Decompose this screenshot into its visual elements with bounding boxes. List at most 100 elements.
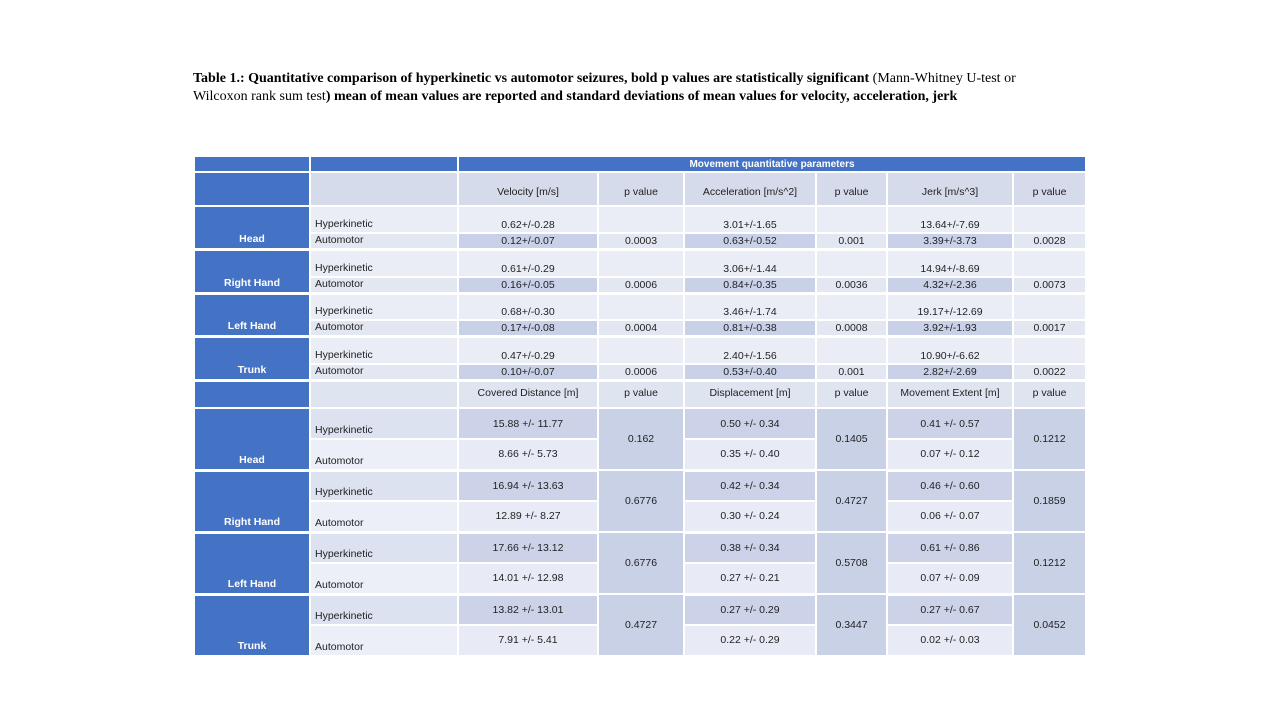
value-cell: 12.89 +/- 8.27	[457, 500, 599, 534]
p-value-cell: 0.001	[815, 362, 888, 382]
column-header-displacement: Displacement [m]	[683, 379, 817, 409]
body-part-cell: Head	[193, 205, 311, 251]
comparison-table-container: Movement quantitative parameters Velocit…	[193, 155, 1087, 658]
p-value-cell: 0.0073	[1012, 275, 1087, 295]
p-value-cell	[1012, 335, 1087, 365]
value-cell: 2.40+/-1.56	[683, 335, 817, 365]
seizure-type-label: Hyperkinetic	[309, 292, 459, 321]
value-cell: 0.46 +/- 0.60	[886, 469, 1014, 502]
p-value-cell	[597, 335, 685, 365]
p-value-cell: 0.4727	[815, 469, 888, 533]
seizure-type-label: Automotor	[309, 232, 459, 251]
p-value-cell: 0.0003	[597, 232, 685, 251]
value-cell: 0.41 +/- 0.57	[886, 407, 1014, 440]
value-cell: 3.46+/-1.74	[683, 292, 817, 321]
p-value-cell	[597, 205, 685, 234]
value-cell: 0.68+/-0.30	[457, 292, 599, 321]
seizure-type-label: Hyperkinetic	[309, 248, 459, 278]
corner-cell	[193, 379, 311, 409]
seizure-type-label: Hyperkinetic	[309, 335, 459, 365]
value-cell: 16.94 +/- 13.63	[457, 469, 599, 502]
column-header-velocity: Velocity [m/s]	[457, 171, 599, 207]
column-header-pvalue: p value	[815, 171, 888, 207]
value-cell: 10.90+/-6.62	[886, 335, 1014, 365]
value-cell: 7.91 +/- 5.41	[457, 624, 599, 658]
value-cell: 0.06 +/- 0.07	[886, 500, 1014, 534]
column-header-pvalue: p value	[597, 171, 685, 207]
p-value-cell: 0.1212	[1012, 531, 1087, 595]
p-value-cell: 0.0028	[1012, 232, 1087, 251]
p-value-cell	[1012, 292, 1087, 321]
p-value-cell: 0.0017	[1012, 319, 1087, 338]
table-banner: Movement quantitative parameters	[457, 155, 1087, 173]
p-value-cell: 0.1405	[815, 407, 888, 471]
table-caption: Table 1.: Quantitative comparison of hyp…	[193, 70, 1016, 105]
p-value-cell: 0.0452	[1012, 593, 1087, 657]
column-header-movement-extent: Movement Extent [m]	[886, 379, 1014, 409]
value-cell: 0.62+/-0.28	[457, 205, 599, 234]
value-cell: 4.32+/-2.36	[886, 275, 1014, 295]
body-part-cell: Right Hand	[193, 469, 311, 534]
seizure-type-label: Automotor	[309, 562, 459, 596]
column-header-pvalue: p value	[815, 379, 888, 409]
p-value-cell	[815, 248, 888, 278]
caption-regular-text: Wilcoxon rank sum test	[193, 88, 326, 104]
value-cell: 3.06+/-1.44	[683, 248, 817, 278]
value-cell: 17.66 +/- 13.12	[457, 531, 599, 564]
value-cell: 0.84+/-0.35	[683, 275, 817, 295]
empty-header-cell	[309, 171, 459, 207]
empty-header-cell	[309, 379, 459, 409]
value-cell: 0.38 +/- 0.34	[683, 531, 817, 564]
value-cell: 0.53+/-0.40	[683, 362, 817, 382]
value-cell: 0.07 +/- 0.09	[886, 562, 1014, 596]
p-value-cell: 0.0006	[597, 362, 685, 382]
body-part-cell: Left Hand	[193, 292, 311, 338]
p-value-cell: 0.4727	[597, 593, 685, 657]
seizure-type-label: Hyperkinetic	[309, 205, 459, 234]
seizure-type-label: Automotor	[309, 275, 459, 295]
seizure-type-label: Automotor	[309, 438, 459, 472]
value-cell: 0.17+/-0.08	[457, 319, 599, 338]
value-cell: 0.61 +/- 0.86	[886, 531, 1014, 564]
caption-bold-text: Table 1.: Quantitative comparison of hyp…	[193, 71, 873, 86]
body-part-cell: Left Hand	[193, 531, 311, 596]
value-cell: 0.42 +/- 0.34	[683, 469, 817, 502]
value-cell: 2.82+/-2.69	[886, 362, 1014, 382]
column-header-pvalue: p value	[1012, 379, 1087, 409]
seizure-type-label: Hyperkinetic	[309, 531, 459, 564]
p-value-cell	[815, 292, 888, 321]
value-cell: 0.47+/-0.29	[457, 335, 599, 365]
seizure-type-label: Automotor	[309, 319, 459, 338]
caption-bold-text: ) mean of mean values are reported and s…	[325, 88, 958, 104]
value-cell: 0.35 +/- 0.40	[683, 438, 817, 472]
column-header-acceleration: Acceleration [m/s^2]	[683, 171, 817, 207]
column-header-jerk: Jerk [m/s^3]	[886, 171, 1014, 207]
value-cell: 13.82 +/- 13.01	[457, 593, 599, 626]
seizure-type-label: Hyperkinetic	[309, 593, 459, 626]
value-cell: 0.10+/-0.07	[457, 362, 599, 382]
value-cell: 3.01+/-1.65	[683, 205, 817, 234]
p-value-cell	[1012, 205, 1087, 234]
p-value-cell: 0.5708	[815, 531, 888, 595]
body-part-cell: Trunk	[193, 593, 311, 658]
value-cell: 0.30 +/- 0.24	[683, 500, 817, 534]
seizure-type-label: Hyperkinetic	[309, 407, 459, 440]
value-cell: 13.64+/-7.69	[886, 205, 1014, 234]
value-cell: 14.94+/-8.69	[886, 248, 1014, 278]
caption-regular-text: (Mann-Whitney U-test or	[872, 71, 1016, 86]
p-value-cell: 0.001	[815, 232, 888, 251]
body-part-cell: Right Hand	[193, 248, 311, 295]
p-value-cell: 0.0004	[597, 319, 685, 338]
value-cell: 0.50 +/- 0.34	[683, 407, 817, 440]
value-cell: 0.22 +/- 0.29	[683, 624, 817, 658]
p-value-cell: 0.0008	[815, 319, 888, 338]
p-value-cell	[597, 248, 685, 278]
value-cell: 0.27 +/- 0.67	[886, 593, 1014, 626]
value-cell: 0.81+/-0.38	[683, 319, 817, 338]
corner-cell	[309, 155, 459, 173]
value-cell: 0.61+/-0.29	[457, 248, 599, 278]
body-part-cell: Head	[193, 407, 311, 472]
seizure-type-label: Automotor	[309, 362, 459, 382]
column-header-covered-distance: Covered Distance [m]	[457, 379, 599, 409]
column-header-pvalue: p value	[1012, 171, 1087, 207]
